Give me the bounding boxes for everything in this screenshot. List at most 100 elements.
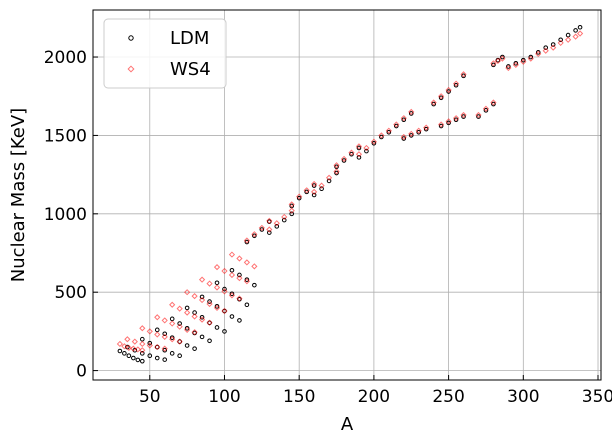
ws4-point [482, 105, 490, 112]
ws4-point [130, 345, 137, 352]
ldm-point [506, 64, 511, 69]
ws4-point [311, 188, 318, 195]
ldm-point [296, 195, 302, 201]
ldm-point [274, 224, 280, 229]
ws4-point [288, 201, 295, 208]
ws4-point [154, 331, 161, 338]
ldm-point [177, 321, 182, 326]
ldm-point [311, 183, 317, 188]
ws4-point [475, 111, 482, 119]
ldm-point [154, 355, 160, 361]
ldm-point [408, 111, 414, 116]
ldm-point [244, 302, 250, 308]
ldm-point [543, 45, 549, 50]
legend-marker [128, 35, 134, 41]
ws4-point [169, 301, 176, 308]
ws4-point [311, 180, 318, 188]
ldm-point [199, 294, 205, 300]
ws4-point [288, 207, 295, 214]
ws4-point [490, 99, 497, 106]
plot-frame [92, 9, 602, 381]
legend-label-ldm: LDM [170, 28, 209, 49]
ws4-point [176, 323, 183, 330]
ws4-point [191, 293, 198, 300]
ldm-point [289, 211, 295, 217]
ws4-point [139, 340, 146, 348]
ws4-point [236, 255, 243, 262]
ldm-point [446, 120, 451, 126]
ws4-point [460, 71, 467, 78]
ldm-point [140, 351, 145, 356]
ws4-point [176, 305, 183, 312]
ldm-point [311, 192, 317, 198]
ws4-point [378, 132, 385, 139]
ldm-point [184, 343, 190, 348]
ws4-point [423, 124, 430, 131]
ldm-point [386, 129, 392, 135]
ldm-point [334, 170, 339, 176]
ws4-point [572, 33, 579, 40]
ws4-point [430, 99, 437, 106]
ldm-point [356, 145, 362, 151]
ldm-point [140, 358, 145, 364]
ws4-point [228, 271, 236, 279]
ldm-point [500, 54, 505, 60]
ldm-point [446, 89, 451, 94]
ws4-point [438, 93, 445, 100]
ldm-point [135, 357, 141, 363]
ldm-point [453, 82, 459, 88]
ws4-point [184, 289, 191, 296]
ldm-point [237, 318, 242, 323]
ws4-point [281, 213, 288, 221]
ldm-point [281, 217, 287, 223]
ws4-point [393, 121, 400, 128]
ws4-point [251, 263, 258, 270]
ws4-point [169, 336, 176, 343]
ws4-point [184, 326, 191, 333]
ws4-point [296, 193, 303, 200]
ws4-point [438, 121, 445, 128]
ldm-point [438, 123, 444, 129]
ldm-point [326, 178, 332, 184]
ws4-point [154, 314, 161, 321]
ws4-point [520, 58, 527, 65]
ws4-point [125, 344, 132, 351]
ws4-point [161, 333, 168, 340]
ws4-point [452, 80, 460, 87]
ldm-point [244, 277, 250, 282]
ws4-point [273, 220, 280, 227]
ws4-point [221, 288, 228, 295]
ws4-point [355, 143, 363, 150]
ws4-point [184, 309, 191, 316]
ws4-point [139, 325, 146, 332]
ws4-point [400, 115, 407, 122]
ldm-point [126, 353, 132, 358]
y-tick-label: 2000 [44, 48, 87, 68]
legend-marker [127, 65, 135, 73]
ws4-point [527, 55, 534, 62]
legend: LDM WS4 [103, 18, 227, 89]
ldm-point [491, 101, 496, 107]
x-tick-label: 100 [208, 387, 240, 407]
ldm-point [222, 329, 227, 334]
ws4-point [348, 149, 355, 156]
ldm-point [162, 331, 168, 337]
ws4-point [333, 168, 340, 175]
ws4-point [124, 336, 131, 343]
ldm-point [408, 133, 414, 138]
ws4-point [139, 347, 146, 354]
ldm-point [356, 155, 362, 160]
ws4-point [576, 30, 584, 37]
ws4-point [206, 319, 213, 326]
ldm-point [573, 28, 578, 33]
ws4-point [221, 267, 228, 275]
ldm-point [483, 108, 489, 113]
ldm-point [438, 95, 444, 101]
x-tick-label: 200 [358, 387, 390, 407]
legend-marker-ldm [128, 35, 134, 41]
ldm-point [222, 286, 227, 292]
ldm-point [214, 304, 220, 309]
ws4-point [452, 115, 460, 122]
